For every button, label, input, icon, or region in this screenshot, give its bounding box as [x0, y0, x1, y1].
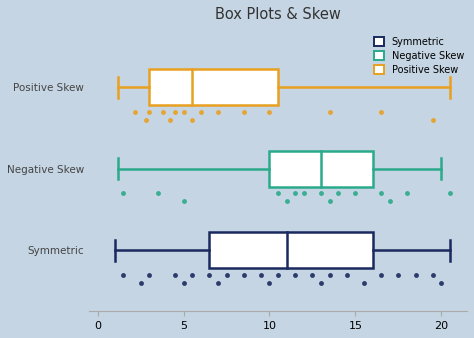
Point	[223, 272, 230, 277]
Point	[180, 280, 187, 286]
Point	[292, 272, 299, 277]
Point	[137, 280, 145, 286]
Point	[274, 190, 282, 196]
Point	[352, 190, 359, 196]
Point	[154, 190, 162, 196]
Point	[386, 198, 393, 204]
Point	[166, 117, 173, 122]
Point	[309, 272, 316, 277]
Point	[146, 109, 153, 114]
Point	[326, 198, 333, 204]
Point	[180, 198, 187, 204]
Point	[300, 190, 308, 196]
Point	[446, 190, 454, 196]
Point	[240, 109, 247, 114]
Bar	[149, 69, 278, 105]
Point	[326, 109, 333, 114]
Point	[283, 198, 291, 204]
Point	[214, 109, 222, 114]
Point	[412, 272, 419, 277]
Point	[240, 272, 247, 277]
Point	[317, 190, 325, 196]
Point	[360, 280, 368, 286]
Point	[188, 117, 196, 122]
Point	[142, 117, 150, 122]
Point	[274, 272, 282, 277]
Point	[265, 280, 273, 286]
Bar	[269, 151, 373, 187]
Point	[438, 280, 445, 286]
Point	[180, 109, 187, 114]
Point	[292, 190, 299, 196]
Point	[334, 190, 342, 196]
Title: Box Plots & Skew: Box Plots & Skew	[215, 7, 341, 22]
Point	[188, 272, 196, 277]
Point	[403, 190, 410, 196]
Point	[159, 109, 167, 114]
Point	[377, 109, 385, 114]
Point	[394, 272, 402, 277]
Point	[119, 190, 127, 196]
Point	[197, 109, 204, 114]
Point	[257, 272, 264, 277]
Point	[214, 280, 222, 286]
Legend: Symmetric, Negative Skew, Positive Skew: Symmetric, Negative Skew, Positive Skew	[372, 35, 466, 77]
Point	[171, 272, 179, 277]
Point	[343, 272, 351, 277]
Point	[377, 272, 385, 277]
Point	[171, 109, 179, 114]
Point	[326, 272, 333, 277]
Point	[429, 272, 437, 277]
Point	[206, 272, 213, 277]
Point	[265, 109, 273, 114]
Point	[317, 280, 325, 286]
Point	[377, 190, 385, 196]
Bar	[210, 232, 373, 268]
Point	[132, 109, 139, 114]
Point	[119, 272, 127, 277]
Point	[429, 117, 437, 122]
Point	[146, 272, 153, 277]
